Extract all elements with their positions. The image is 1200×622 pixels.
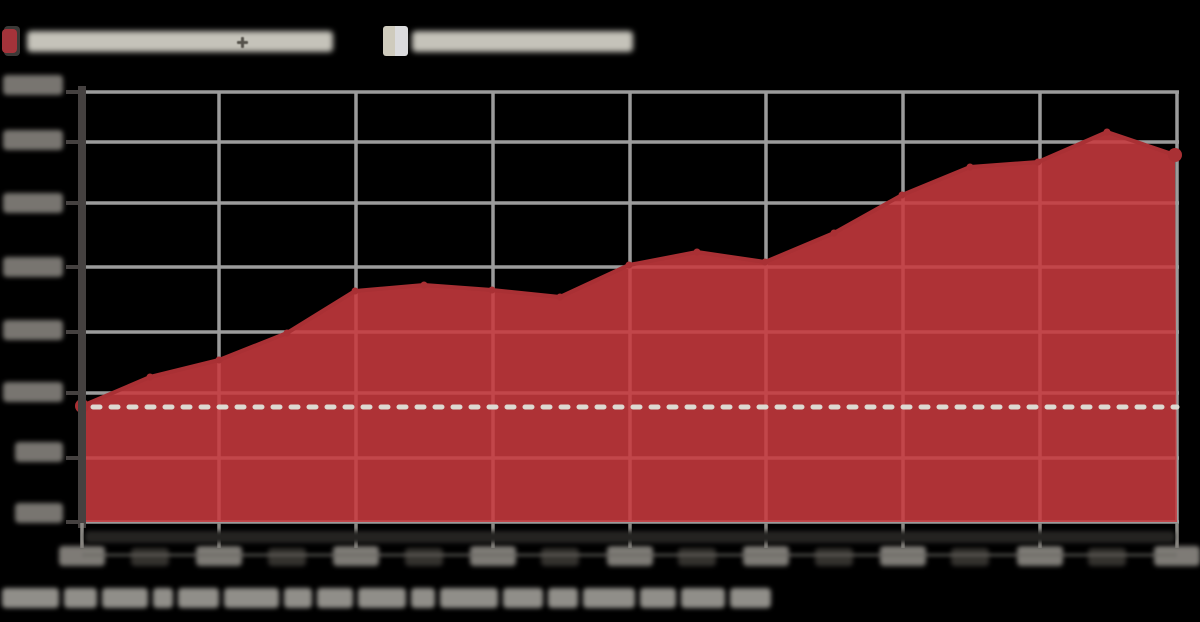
y-tick-label-redacted (3, 382, 63, 402)
caption-word-redacted (178, 588, 219, 608)
caption-word-redacted (2, 588, 59, 608)
caption-word-redacted (440, 588, 498, 608)
series-area-fill (82, 132, 1177, 522)
axis-label-connector (82, 553, 1177, 557)
legend-baseline-swatch (395, 26, 408, 56)
y-axis-spine (78, 86, 86, 528)
point-marker (625, 261, 633, 269)
x-tick-label-dim-redacted (268, 548, 306, 566)
legend-plus-glyph (241, 37, 244, 48)
point-marker (898, 191, 906, 199)
caption-word-redacted (64, 588, 97, 608)
caption-word-redacted (503, 588, 543, 608)
caption-word-redacted (102, 588, 148, 608)
point-marker (830, 229, 838, 237)
y-tick-label-redacted (3, 130, 63, 150)
legend-series-label-redacted (27, 31, 333, 52)
y-tick-label-redacted (15, 503, 63, 523)
point-marker (966, 163, 974, 171)
point-marker (283, 329, 291, 337)
point-marker (1103, 128, 1111, 136)
point-marker (693, 248, 701, 256)
x-tick-label-dim-redacted (1088, 548, 1126, 566)
caption-word-redacted (548, 588, 578, 608)
point-marker (556, 293, 564, 301)
point-marker (215, 356, 223, 364)
y-tick-label-redacted (3, 320, 63, 340)
caption-word-redacted (730, 588, 771, 608)
axis-faint-text-strip (85, 531, 1175, 543)
caption-word-redacted (583, 588, 635, 608)
x-tick-label-dim-redacted (131, 548, 169, 566)
legend-baseline-swatch (383, 26, 395, 56)
x-tick-label-dim-redacted (951, 548, 989, 566)
caption-word-redacted (681, 588, 725, 608)
caption-word-redacted (640, 588, 676, 608)
point-marker (146, 373, 154, 381)
caption-word-redacted (224, 588, 279, 608)
y-tick-label-redacted (3, 257, 63, 277)
point-marker (488, 286, 496, 294)
x-tick-label-dim-redacted (541, 548, 579, 566)
legend-baseline-label-redacted (412, 31, 633, 52)
point-marker (1034, 158, 1042, 166)
y-tick-label-redacted (3, 75, 63, 95)
point-marker (761, 258, 769, 266)
point-marker (351, 287, 359, 295)
caption-word-redacted (358, 588, 406, 608)
point-marker (420, 281, 428, 289)
x-tick-label-redacted (1154, 546, 1200, 566)
legend-series-swatch (2, 29, 17, 53)
point-marker (1168, 148, 1182, 162)
x-tick-label-dim-redacted (678, 548, 716, 566)
caption-word-redacted (153, 588, 173, 608)
y-tick-label-redacted (3, 193, 63, 213)
x-tick-label-dim-redacted (405, 548, 443, 566)
caption-word-redacted (284, 588, 312, 608)
caption-word-redacted (411, 588, 435, 608)
y-tick-label-redacted (15, 442, 63, 462)
caption-word-redacted (317, 588, 353, 608)
x-tick-label-dim-redacted (815, 548, 853, 566)
